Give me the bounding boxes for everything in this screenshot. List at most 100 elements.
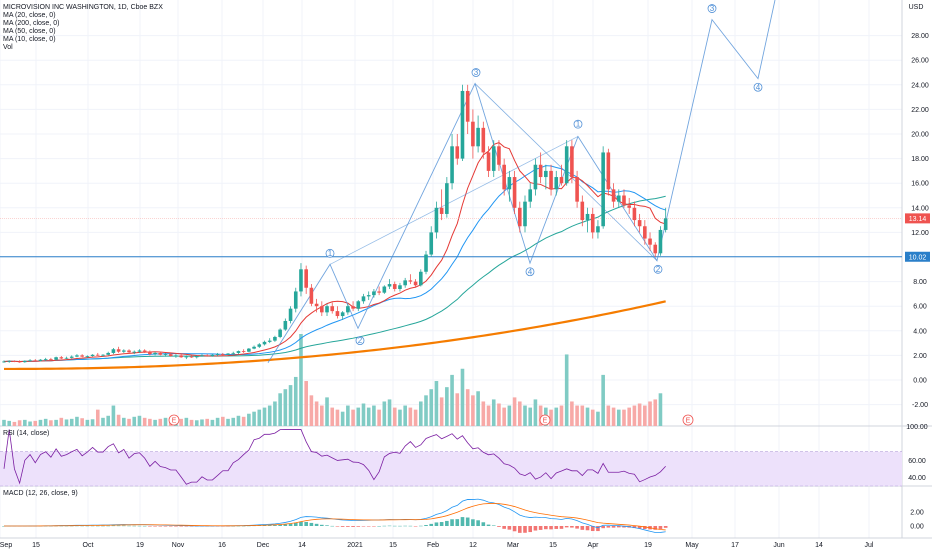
candle-body bbox=[330, 306, 335, 312]
macd-histogram-bar bbox=[497, 526, 501, 527]
volume-bar bbox=[106, 415, 110, 426]
wave-label: 3 bbox=[710, 4, 715, 13]
candle-body bbox=[408, 280, 413, 282]
candle-body bbox=[236, 351, 241, 353]
ma20-line bbox=[3, 165, 666, 363]
volume-bar bbox=[90, 419, 95, 426]
volume-bar bbox=[403, 405, 407, 426]
volume-bar bbox=[189, 419, 194, 426]
volume-bar bbox=[424, 395, 428, 426]
volume-bar bbox=[12, 421, 17, 426]
time-tick: 12 bbox=[469, 542, 477, 549]
volume-bar bbox=[111, 405, 116, 426]
volume-bar bbox=[320, 405, 324, 426]
volume-bar bbox=[179, 418, 183, 426]
volume-bar bbox=[590, 409, 595, 426]
macd-histogram-bar bbox=[616, 526, 621, 528]
macd-histogram-bar bbox=[85, 525, 90, 527]
macd-histogram-bar bbox=[372, 526, 376, 527]
candle-body bbox=[387, 284, 392, 287]
volume-bar bbox=[257, 409, 262, 426]
macd-histogram-bar bbox=[356, 526, 361, 527]
macd-histogram-bar bbox=[158, 526, 163, 527]
macd-histogram-bar bbox=[622, 526, 626, 528]
candle-body bbox=[590, 213, 595, 233]
candle-body bbox=[419, 271, 423, 286]
candle-body bbox=[554, 177, 559, 190]
support-line[interactable] bbox=[0, 218, 902, 258]
volume-bar bbox=[64, 419, 69, 426]
candle-body bbox=[434, 207, 439, 233]
macd-histogram-bar bbox=[325, 525, 329, 526]
price-tick: -2.00 bbox=[912, 402, 928, 409]
candle-body bbox=[533, 164, 538, 190]
candle-body bbox=[174, 355, 178, 357]
macd-histogram-bar bbox=[637, 526, 642, 529]
time-tick: 19 bbox=[644, 542, 652, 549]
candle-body bbox=[90, 354, 95, 357]
volume-bar bbox=[33, 420, 38, 426]
macd-histogram-bar bbox=[366, 526, 371, 527]
volume-bar bbox=[153, 419, 157, 426]
volume-bar bbox=[221, 416, 225, 426]
candle-body bbox=[132, 351, 137, 353]
candle-body bbox=[85, 356, 90, 357]
candle-body bbox=[346, 306, 350, 313]
volume-bars bbox=[2, 334, 663, 426]
candle-body bbox=[653, 244, 658, 254]
volume-bar bbox=[512, 397, 517, 426]
volume-bar bbox=[241, 416, 246, 426]
volume-bar bbox=[293, 376, 298, 426]
macd-histogram-bar bbox=[663, 526, 668, 528]
volume-bar bbox=[288, 385, 293, 426]
macd-histogram-bar bbox=[590, 526, 595, 532]
candle-body bbox=[163, 354, 168, 355]
volume-bar bbox=[215, 417, 220, 426]
time-axis: Sep 15 Oct 19 Nov 16 Dec 14 2021 15 Feb 12 Mar 15 Apr 1… bbox=[0, 542, 874, 549]
macd-histogram-bar bbox=[606, 526, 611, 528]
candle-body bbox=[517, 207, 522, 227]
macd-histogram-bar bbox=[544, 526, 548, 530]
candle-body bbox=[471, 121, 475, 147]
earnings-marker-label: E bbox=[686, 418, 691, 425]
price-tick: 0.00 bbox=[913, 378, 927, 385]
macd-histogram-bar bbox=[392, 525, 397, 527]
legend-ma50: MA (50, close, 0) bbox=[3, 28, 56, 35]
macd-histogram-bar bbox=[481, 522, 486, 526]
volume-bar bbox=[163, 417, 168, 426]
macd-histogram-bar bbox=[330, 525, 335, 527]
time-tick: Oct bbox=[83, 542, 94, 549]
macd-histogram-bar bbox=[163, 526, 168, 527]
candle-body bbox=[351, 306, 355, 309]
volume-bar bbox=[95, 409, 100, 426]
volume-bar bbox=[392, 407, 397, 426]
macd-histogram-bar bbox=[408, 525, 413, 527]
hline-price-box bbox=[905, 251, 930, 262]
macd-histogram-bar bbox=[554, 526, 559, 529]
candle-body bbox=[273, 336, 277, 341]
volume-bar bbox=[340, 411, 345, 426]
candle-body bbox=[80, 355, 84, 357]
candle-body bbox=[627, 205, 631, 208]
candle-body bbox=[528, 189, 533, 202]
macd-histogram-bar bbox=[90, 525, 95, 527]
candle-body bbox=[491, 146, 496, 171]
macd-histogram-bar bbox=[502, 526, 506, 529]
rsi-band bbox=[0, 451, 902, 486]
macd-histogram-bar bbox=[450, 519, 454, 526]
candle-body bbox=[523, 201, 527, 227]
candle-body bbox=[75, 355, 79, 357]
volume-bar bbox=[304, 381, 308, 426]
candle-body bbox=[497, 146, 501, 165]
macd-histogram-bar bbox=[293, 522, 298, 526]
volume-bar bbox=[361, 403, 366, 426]
price-tick: 16.00 bbox=[911, 181, 929, 188]
wave-label: 3 bbox=[474, 68, 479, 77]
macd-histogram-bar bbox=[419, 525, 423, 527]
earnings-marker bbox=[682, 414, 694, 426]
elliott-wave-drawing[interactable]: 1 2 3 4 1 2 3 4 bbox=[267, 0, 776, 364]
candle-body bbox=[309, 287, 314, 304]
macd-histogram-bar bbox=[570, 526, 574, 528]
candle-body bbox=[106, 352, 110, 355]
